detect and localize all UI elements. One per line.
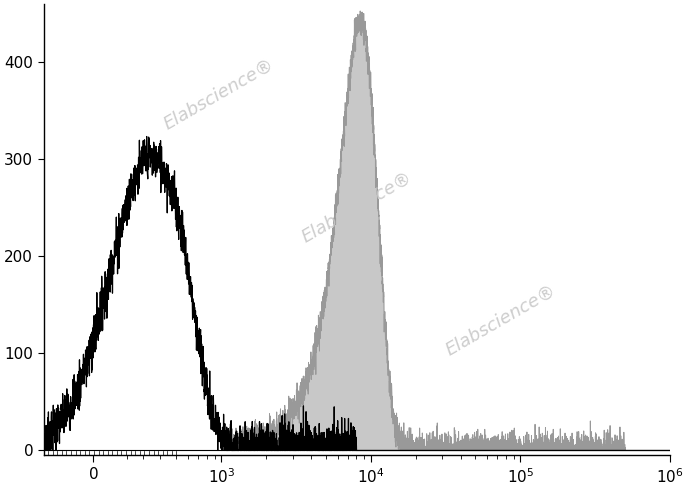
Text: Elabscience®: Elabscience® xyxy=(299,168,415,246)
Text: Elabscience®: Elabscience® xyxy=(160,55,277,133)
Text: Elabscience®: Elabscience® xyxy=(442,281,559,359)
